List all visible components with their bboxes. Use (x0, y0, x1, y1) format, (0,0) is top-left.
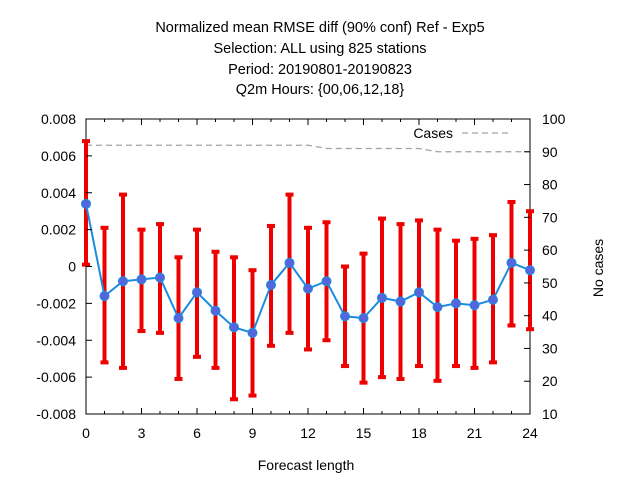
data-point (414, 287, 424, 298)
legend-label: Cases (413, 125, 453, 141)
y2-tick-label: 20 (542, 373, 558, 389)
y2-tick-label: 10 (542, 406, 558, 422)
x-tick-label: 24 (522, 425, 538, 441)
data-point (469, 300, 480, 311)
data-point (395, 296, 406, 307)
y2-tick-label: 80 (542, 177, 558, 193)
data-point (247, 327, 258, 338)
y-tick-label: 0.002 (41, 222, 76, 238)
y2-tick-label: 30 (542, 340, 558, 356)
data-point (451, 298, 461, 309)
data-point (229, 322, 239, 333)
cases-series-layer (86, 144, 530, 153)
x-axis-label: Forecast length (258, 457, 355, 473)
x-tick-label: 3 (138, 425, 146, 441)
ticks-layer: 0 3 6 9 12 15 18 21 24 -0.008 -0.006 -0.004 -0.002 0 0… (36, 111, 565, 441)
data-point (210, 305, 221, 316)
data-point (432, 302, 443, 313)
y-tick-label: 0.006 (41, 148, 76, 164)
data-point (99, 291, 110, 301)
y2-tick-label: 70 (542, 209, 558, 225)
data-point (340, 311, 350, 322)
x-tick-label: 21 (467, 425, 483, 441)
data-point (118, 276, 128, 287)
y2-tick-label: 60 (542, 242, 558, 258)
data-point (266, 279, 276, 290)
y2-tick-label: 40 (542, 308, 558, 324)
y2-tick-label: 100 (542, 111, 566, 127)
chart-title-line-2: Selection: ALL using 825 stations (213, 41, 427, 57)
data-point (321, 276, 332, 287)
y-tick-label: 0.008 (41, 111, 76, 127)
x-tick-label: 9 (249, 425, 257, 441)
chart-title-line-4: Q2m Hours: {00,06,12,18} (235, 82, 405, 98)
data-point (136, 274, 147, 285)
data-point (488, 294, 498, 305)
data-point (377, 292, 387, 303)
chart-title-line-1: Normalized mean RMSE diff (90% conf) Ref… (155, 20, 485, 36)
marker-layer (81, 198, 535, 338)
data-point (284, 257, 295, 268)
y-tick-label: -0.008 (36, 406, 76, 422)
data-point (173, 313, 184, 324)
y2-tick-label: 90 (542, 144, 558, 160)
legend: Cases (413, 125, 510, 141)
errorbar-layer (82, 139, 534, 402)
x-tick-label: 15 (356, 425, 372, 441)
data-point (506, 257, 517, 268)
y-tick-label: -0.002 (36, 295, 76, 311)
x-tick-label: 0 (82, 425, 90, 441)
x-tick-label: 12 (300, 425, 316, 441)
y-tick-label: 0.004 (41, 185, 76, 201)
data-point (525, 265, 535, 276)
cases-line (86, 144, 530, 153)
y2-tick-label: 50 (542, 275, 558, 291)
data-point (155, 272, 165, 283)
y2-axis-label: No cases (590, 239, 606, 297)
data-point (303, 283, 313, 294)
y-tick-label: -0.006 (36, 369, 76, 385)
data-point (192, 287, 202, 298)
data-point (358, 313, 369, 324)
x-tick-label: 18 (411, 425, 427, 441)
data-point (81, 198, 91, 209)
y-tick-label: -0.004 (36, 332, 76, 348)
y-tick-label: 0 (68, 259, 76, 275)
chart-title-line-3: Period: 20190801-20190823 (228, 62, 412, 78)
x-tick-label: 6 (193, 425, 201, 441)
